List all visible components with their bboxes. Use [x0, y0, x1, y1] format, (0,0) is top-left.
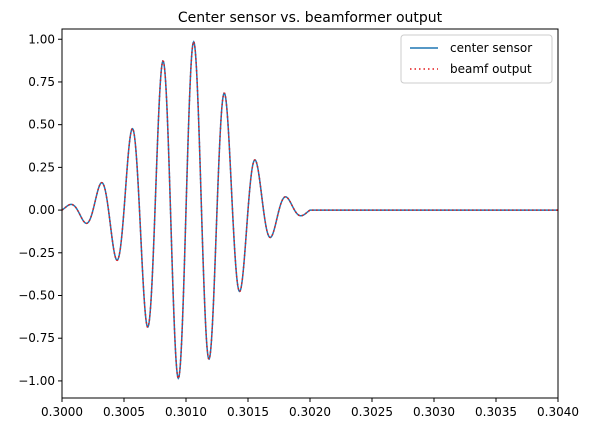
- x-tick-label: 0.3040: [537, 405, 579, 419]
- y-tick-label: −0.25: [18, 246, 55, 260]
- y-tick-label: 1.00: [28, 32, 55, 46]
- x-tick-label: 0.3000: [41, 405, 83, 419]
- x-tick-label: 0.3015: [227, 405, 269, 419]
- legend: center sensor beamf output: [400, 34, 553, 84]
- x-tick-label: 0.3005: [103, 405, 145, 419]
- y-tick-label: 0.50: [28, 118, 55, 132]
- y-tick-label: 0.00: [28, 203, 55, 217]
- x-tick-label: 0.3025: [351, 405, 393, 419]
- y-tick-label: −0.50: [18, 289, 55, 303]
- chart-title: Center sensor vs. beamformer output: [178, 10, 443, 26]
- y-tick-label: 0.75: [28, 75, 55, 89]
- series-line-center-sensor: [61, 40, 558, 380]
- plot-frame: [61, 28, 559, 399]
- plot-lines: [61, 40, 558, 380]
- x-tick-label: 0.3035: [475, 405, 517, 419]
- legend-label-center-sensor: center sensor: [450, 41, 532, 55]
- y-axis: −1.00 −0.75 −0.50 −0.25 0.00 0.25 0.50 0.75 1.00: [18, 32, 62, 388]
- x-tick-label: 0.3010: [165, 405, 207, 419]
- x-axis: 0.3000 0.3005 0.3010 0.3015 0.3020 0.3025 0.30…: [41, 398, 579, 419]
- y-tick-label: −0.75: [18, 331, 55, 345]
- x-tick-label: 0.3030: [413, 405, 455, 419]
- y-tick-label: 0.25: [28, 160, 55, 174]
- y-tick-label: −1.00: [18, 374, 55, 388]
- legend-box: [400, 34, 553, 84]
- legend-label-beamf-output: beamf output: [450, 62, 532, 76]
- x-tick-label: 0.3020: [289, 405, 331, 419]
